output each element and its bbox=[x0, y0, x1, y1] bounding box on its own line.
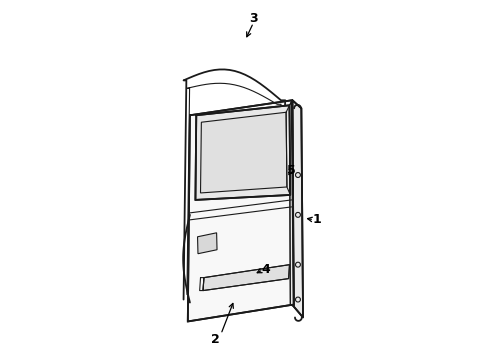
Text: 3: 3 bbox=[249, 12, 258, 25]
Polygon shape bbox=[188, 100, 294, 321]
Text: 2: 2 bbox=[211, 333, 220, 346]
Text: 5: 5 bbox=[287, 163, 296, 176]
Polygon shape bbox=[197, 233, 217, 254]
Polygon shape bbox=[196, 105, 291, 200]
Polygon shape bbox=[293, 100, 303, 318]
Polygon shape bbox=[200, 112, 287, 193]
Text: 1: 1 bbox=[313, 213, 321, 226]
Polygon shape bbox=[203, 265, 290, 291]
Polygon shape bbox=[290, 100, 294, 306]
Text: 4: 4 bbox=[262, 263, 270, 276]
